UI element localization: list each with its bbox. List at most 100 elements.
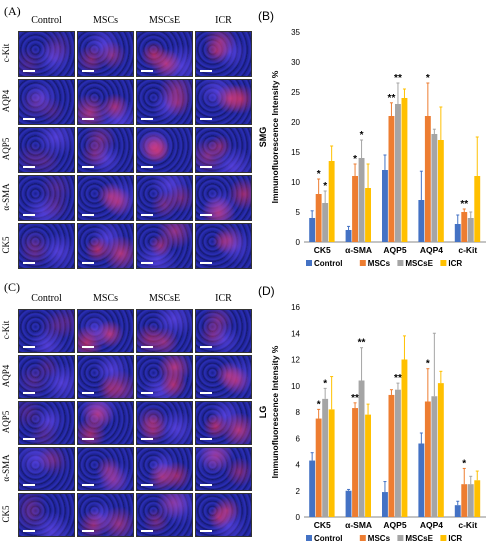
micrograph-tile: [136, 127, 193, 173]
grid-c-column-label: MSCsE: [148, 293, 181, 304]
y-tick-label: 30: [291, 58, 300, 67]
bar-control: [345, 490, 352, 517]
legend-swatch: [440, 260, 447, 266]
bar-icr: [474, 176, 481, 242]
legend-swatch: [359, 260, 366, 266]
bar-icr: [328, 409, 335, 517]
scale-bar: [141, 438, 153, 440]
panel-a-label: (A): [4, 4, 21, 18]
y-axis-label: SMG: [258, 127, 268, 148]
micrograph-tile: [136, 447, 193, 491]
micrograph-tile: [195, 79, 252, 125]
legend-swatch: [306, 535, 312, 541]
legend-label: ICR: [448, 534, 462, 543]
bar-mscs: [315, 418, 322, 517]
micrograph-tile: [18, 223, 75, 269]
y-tick-label: 10: [291, 382, 300, 391]
grid-a-row-label: c-Kit: [1, 43, 11, 63]
y-axis-label: LG: [258, 406, 268, 419]
scale-bar: [141, 70, 153, 72]
micrograph-tile: [195, 175, 252, 221]
scale-bar: [23, 214, 35, 216]
micrograph-tile: [77, 127, 134, 173]
bar-control: [418, 200, 425, 242]
scale-bar: [23, 438, 35, 440]
bar-control: [418, 443, 425, 517]
y-tick-label: 16: [291, 303, 300, 312]
bar-control: [382, 170, 388, 242]
bar-mscse: [395, 104, 401, 242]
significance-marker: *: [323, 181, 327, 192]
bar-control: [454, 224, 461, 242]
y-tick-label: 12: [291, 356, 300, 365]
bar-mscs: [388, 394, 395, 517]
bar-mscs: [352, 176, 358, 242]
grid-a-column-label: ICR: [215, 15, 232, 26]
micrograph-tile: [195, 223, 252, 269]
micrograph-tile: [77, 401, 134, 445]
legend-swatch: [359, 535, 366, 541]
scale-bar: [141, 262, 153, 264]
micrograph-tile: [136, 31, 193, 77]
legend-label: Control: [314, 259, 342, 268]
grid-c-column-label: MSCs: [92, 293, 118, 304]
micrograph-tile: [136, 401, 193, 445]
x-tick-label: CK5: [314, 245, 331, 255]
bar-mscse: [358, 158, 365, 242]
legend-swatch: [440, 535, 447, 541]
y-tick-label: 0: [296, 238, 301, 247]
x-tick-label: c-Kit: [458, 245, 477, 255]
scale-bar: [141, 530, 153, 532]
bar-mscs: [388, 116, 395, 242]
micrograph-tile: [136, 355, 193, 399]
bar-control: [382, 492, 388, 517]
scale-bar: [23, 166, 35, 168]
scale-bar: [82, 262, 94, 264]
significance-marker: **: [394, 73, 402, 84]
legend-swatch: [306, 260, 312, 266]
x-tick-label: α-SMA: [345, 520, 372, 530]
micrograph-tile: [136, 79, 193, 125]
scale-bar: [82, 530, 94, 532]
scale-bar: [141, 214, 153, 216]
micrograph-tile: [195, 493, 252, 537]
grid-c-row-label: CK5: [1, 505, 11, 523]
legend-label: MSCsE: [405, 259, 433, 268]
legend-label: Control: [314, 534, 342, 543]
bar-control: [309, 460, 316, 517]
micrograph-tile: [18, 355, 75, 399]
grid-a-row-label: CK5: [1, 236, 11, 254]
significance-marker: **: [358, 338, 366, 349]
bar-mscs: [461, 212, 468, 242]
micrograph-tile: [18, 401, 75, 445]
scale-bar: [200, 438, 212, 440]
significance-marker: **: [460, 199, 468, 210]
bar-icr: [437, 140, 444, 242]
bar-control: [454, 505, 461, 517]
micrograph-tile: [77, 31, 134, 77]
bar-icr: [437, 383, 444, 517]
significance-marker: **: [388, 93, 396, 104]
bar-icr: [401, 98, 408, 242]
micrograph-tile: [136, 223, 193, 269]
micrograph-tile: [195, 401, 252, 445]
scale-bar: [200, 214, 212, 216]
x-tick-label: c-Kit: [458, 520, 477, 530]
bar-icr: [365, 414, 371, 517]
micrograph-tile: [195, 447, 252, 491]
micrograph-tile: [77, 175, 134, 221]
bar-control: [345, 230, 352, 242]
scale-bar: [141, 166, 153, 168]
micrograph-tile: [195, 355, 252, 399]
micrograph-tile: [18, 447, 75, 491]
scale-bar: [82, 214, 94, 216]
grid-c-column-label: ICR: [215, 293, 232, 304]
y-tick-label: 2: [296, 487, 301, 496]
bar-icr: [365, 188, 371, 242]
scale-bar: [23, 530, 35, 532]
y-tick-label: 8: [296, 408, 301, 417]
scale-bar: [141, 118, 153, 120]
chart-b: (B) SMG Immunofluorescence Intensity % 0 5 10…: [258, 9, 486, 268]
y-axis-label: Immunofluorescence Intensity %: [270, 70, 280, 203]
x-tick-label: AQP4: [420, 520, 443, 530]
